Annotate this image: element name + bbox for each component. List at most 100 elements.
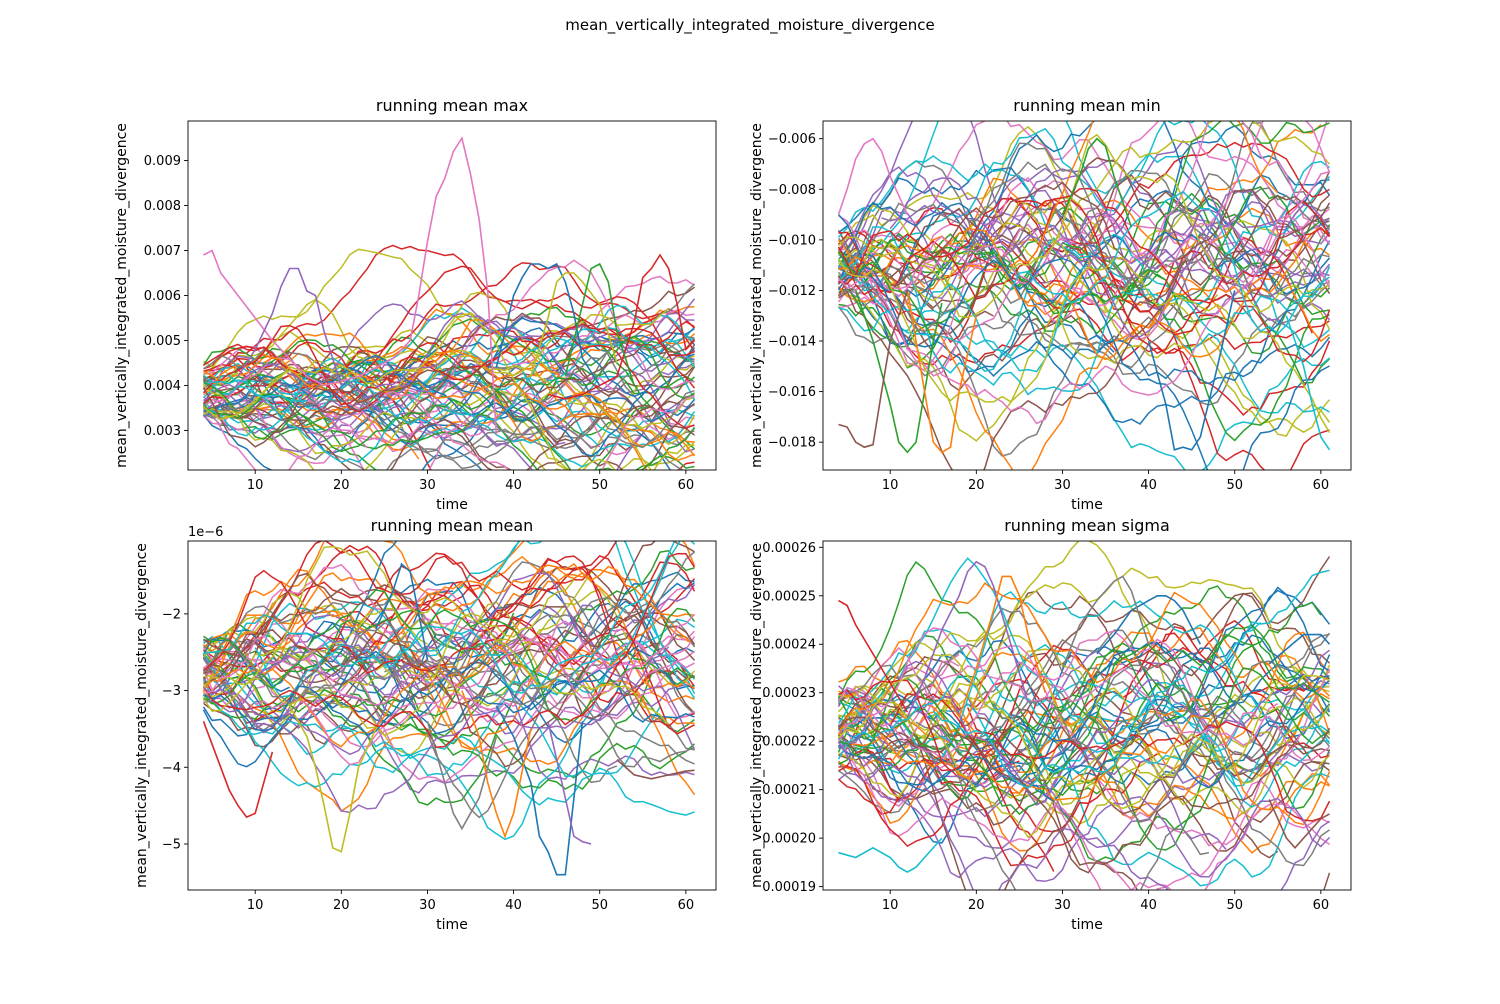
series-line xyxy=(837,710,1020,772)
series-line xyxy=(203,541,696,699)
series-line xyxy=(837,196,1331,416)
x-tick-label: 20 xyxy=(333,898,350,913)
series-line xyxy=(202,359,695,470)
y-tick-label: 0.007 xyxy=(144,244,181,259)
subplot-title: running mean sigma xyxy=(1004,516,1170,535)
series-line xyxy=(203,317,696,445)
x-tick-label: 60 xyxy=(678,478,695,493)
series-line xyxy=(838,634,1331,785)
y-axis-label: mean_vertically_integrated_moisture_dive… xyxy=(749,123,765,468)
series-line xyxy=(837,251,934,340)
notable-series-line xyxy=(1268,799,1330,850)
series-line xyxy=(915,721,1210,890)
x-tick-label: 50 xyxy=(1226,898,1243,913)
series-line xyxy=(837,624,1331,743)
x-tick-label: 20 xyxy=(333,478,350,493)
series-line xyxy=(202,403,368,470)
series-line xyxy=(367,318,695,399)
y-tick-label: 0.00023 xyxy=(762,686,816,701)
series-line xyxy=(838,121,1331,289)
notable-series-line xyxy=(1096,595,1202,655)
series-line xyxy=(837,199,1331,313)
series-line xyxy=(203,354,696,423)
y-axis-label: mean_vertically_integrated_moisture_dive… xyxy=(749,543,765,888)
series-line xyxy=(837,741,1331,890)
x-tick-label: 40 xyxy=(505,478,522,493)
subplot-2: 10 20 30 40 50 60 −0.018 −0.016 −0.014 −0.012 −0.0… xyxy=(749,96,1352,513)
series-line xyxy=(203,335,695,470)
series-line xyxy=(838,649,1330,806)
x-axis-label: time xyxy=(1071,917,1103,933)
series-line xyxy=(837,155,1330,414)
x-axis-label: time xyxy=(436,917,468,933)
x-tick-label: 50 xyxy=(591,898,608,913)
series-line xyxy=(392,563,695,641)
series-line xyxy=(837,169,1330,314)
y-axis-label: mean_vertically_integrated_moisture_dive… xyxy=(114,123,130,468)
series-line xyxy=(202,552,696,748)
x-tick-label: 40 xyxy=(1140,898,1157,913)
series-line xyxy=(838,634,1150,795)
series-line xyxy=(838,690,1331,849)
notable-series-line xyxy=(495,705,584,876)
series-line xyxy=(838,631,1331,786)
series-line xyxy=(838,648,1330,798)
y-tick-label: −0.010 xyxy=(768,233,816,248)
x-tick-label: 20 xyxy=(968,478,985,493)
series-line xyxy=(837,170,1331,470)
x-tick-label: 30 xyxy=(1054,898,1071,913)
y-tick-label: 0.004 xyxy=(144,379,181,394)
series-line xyxy=(837,202,1331,302)
y-tick-label: 0.00021 xyxy=(762,783,816,798)
series-line xyxy=(254,541,681,698)
series-line xyxy=(203,265,696,405)
series-line xyxy=(315,333,696,451)
notable-series-line xyxy=(547,253,696,400)
axes-frame xyxy=(187,540,717,891)
series-line xyxy=(203,616,696,705)
series-line xyxy=(838,686,1331,839)
subplot-4: 10 20 30 40 50 60 0.00019 0.00020 0.00021 0.00022… xyxy=(749,516,1352,933)
series-line xyxy=(306,658,695,768)
notable-series-line xyxy=(958,575,1046,718)
series-line xyxy=(967,707,1020,766)
series-line xyxy=(837,740,1330,890)
series-line xyxy=(202,318,695,406)
series-line xyxy=(837,241,1330,442)
y-tick-label: −0.012 xyxy=(768,284,816,299)
series-line xyxy=(837,166,1331,310)
series-line xyxy=(202,545,670,725)
series-line xyxy=(838,726,1330,852)
series-line xyxy=(837,214,1331,425)
series-line xyxy=(837,629,1330,867)
series-line xyxy=(1027,280,1331,363)
series-line xyxy=(202,579,575,737)
series-line xyxy=(864,632,1331,788)
axis-offset-text: 1e−6 xyxy=(188,525,223,540)
y-axis-label: mean_vertically_integrated_moisture_dive… xyxy=(134,543,150,888)
series-line xyxy=(837,717,1330,890)
series-line xyxy=(254,620,695,766)
series-line xyxy=(202,650,695,784)
notable-series-line xyxy=(564,262,635,386)
y-tick-label: −0.006 xyxy=(768,132,816,147)
series-line xyxy=(1010,190,1330,335)
y-tick-label: 0.005 xyxy=(144,334,181,349)
y-tick-label: 0.008 xyxy=(144,199,181,214)
y-tick-label: −3 xyxy=(162,684,181,699)
series-line xyxy=(838,198,1313,343)
series-line xyxy=(838,160,1330,373)
series-line xyxy=(203,312,695,422)
y-tick-label: −0.016 xyxy=(768,385,816,400)
series-line xyxy=(837,176,1330,293)
series-line xyxy=(880,181,1331,303)
series-line xyxy=(375,357,446,388)
notable-series-line xyxy=(854,290,943,454)
series-group xyxy=(202,541,696,876)
series-line xyxy=(837,230,1330,470)
series-line xyxy=(203,601,627,756)
series-line xyxy=(838,174,1331,348)
series-line xyxy=(202,600,696,819)
